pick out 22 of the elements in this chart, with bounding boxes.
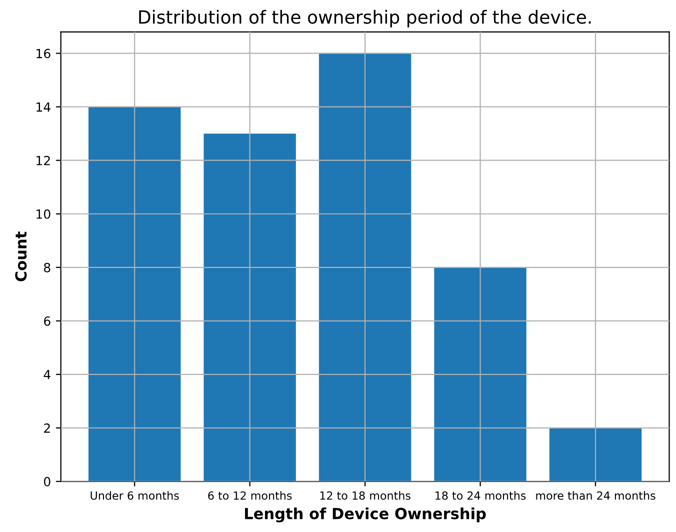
bar xyxy=(318,53,412,482)
bar xyxy=(204,134,296,482)
y-tick-label: 14 xyxy=(36,102,50,112)
x-tick-label: 6 to 12 months xyxy=(208,491,292,500)
y-tick-label: 16 xyxy=(36,48,50,58)
y-axis-title: Count xyxy=(15,232,27,282)
x-axis-title: Length of Device Ownership xyxy=(245,507,486,522)
x-tick-label: 12 to 18 months xyxy=(320,491,410,500)
bar xyxy=(549,428,642,482)
y-tick-label: 12 xyxy=(36,156,50,166)
x-tick-label: Under 6 months xyxy=(90,491,179,500)
chart-title: Distribution of the ownership period of the device. xyxy=(139,10,591,28)
bar xyxy=(434,267,526,482)
x-tick-label: more than 24 months xyxy=(536,491,656,500)
y-tick-label: 8 xyxy=(44,262,50,272)
y-tick-label: 2 xyxy=(44,423,50,433)
bar xyxy=(88,106,181,482)
y-tick-label: 10 xyxy=(36,209,50,219)
y-tick-label: 4 xyxy=(44,370,50,380)
y-tick-label: 0 xyxy=(44,476,50,486)
x-tick-label: 18 to 24 months xyxy=(436,491,526,500)
y-tick-label: 6 xyxy=(44,316,50,326)
